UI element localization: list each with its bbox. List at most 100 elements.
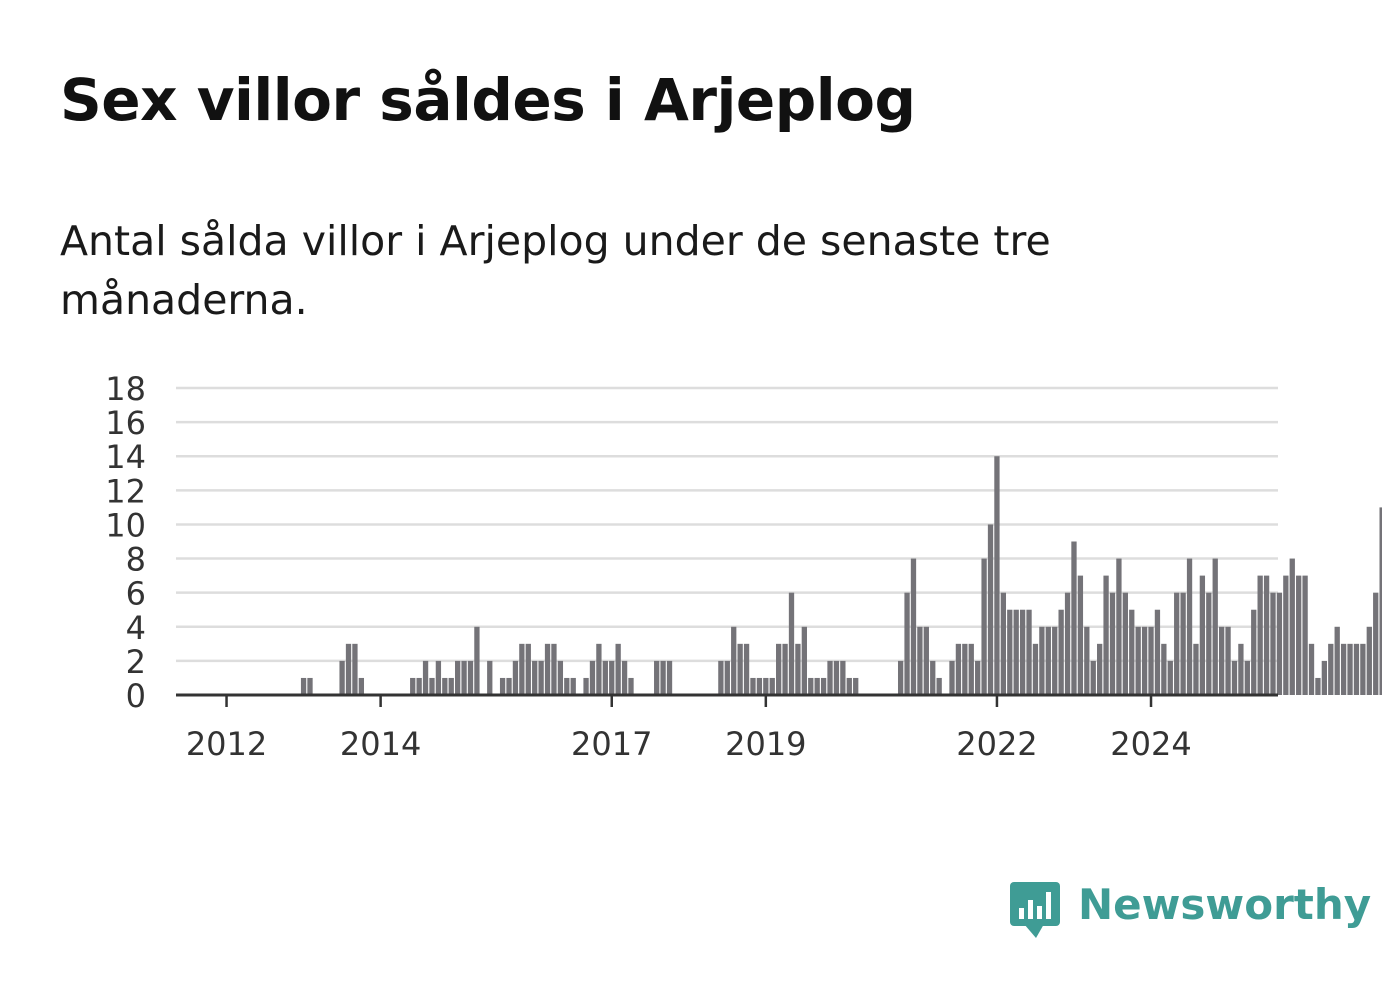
- bar: [788, 592, 795, 695]
- bar: [1154, 609, 1161, 695]
- bar: [525, 643, 531, 695]
- bar: [1302, 575, 1308, 695]
- bar: [1122, 592, 1128, 695]
- bar: [923, 626, 929, 695]
- bar: [307, 677, 313, 695]
- y-tick-label: 10: [105, 506, 146, 544]
- bar: [1212, 558, 1218, 695]
- bar: [570, 677, 576, 695]
- bar: [1315, 677, 1321, 695]
- bar: [1270, 592, 1276, 695]
- y-tick-label: 16: [105, 404, 146, 442]
- bar: [1084, 626, 1090, 695]
- bar: [936, 677, 942, 695]
- bar: [795, 643, 801, 695]
- bar: [422, 660, 429, 695]
- bar: [1058, 609, 1064, 695]
- bar: [557, 660, 564, 695]
- bar: [833, 660, 840, 695]
- newsworthy-brand: Newsworthy: [1010, 878, 1371, 942]
- bar: [1244, 660, 1250, 695]
- bar: [1129, 609, 1135, 695]
- bar: [975, 660, 981, 695]
- bar: [1296, 575, 1302, 695]
- bar: [474, 626, 480, 695]
- bar: [660, 660, 666, 695]
- bar: [994, 456, 1000, 695]
- bar: [917, 626, 923, 695]
- bar: [1225, 626, 1231, 695]
- bar: [1161, 643, 1167, 695]
- bar: [1026, 609, 1032, 695]
- bar: [1013, 609, 1019, 695]
- bar: [358, 677, 365, 695]
- bar: [1321, 660, 1328, 695]
- bar: [596, 643, 602, 695]
- bar: [654, 660, 660, 695]
- bar: [583, 677, 589, 695]
- bar: [820, 677, 827, 695]
- bar: [853, 677, 859, 695]
- bar: [1186, 558, 1193, 695]
- y-tick-label: 0: [126, 677, 146, 715]
- bar: [1167, 660, 1173, 695]
- x-tick-label: 2024: [1110, 725, 1191, 763]
- bar: [1077, 575, 1084, 695]
- bar: [846, 677, 852, 695]
- bar: [930, 660, 936, 695]
- y-tick-label: 14: [105, 438, 146, 476]
- bar: [1174, 592, 1180, 695]
- bar: [1071, 541, 1077, 695]
- bars: [300, 456, 1382, 695]
- bar: [1353, 643, 1360, 695]
- bar: [1193, 643, 1199, 695]
- bar: [968, 643, 974, 695]
- bar: [1276, 592, 1283, 695]
- bar: [1373, 592, 1379, 695]
- bar: [1328, 643, 1334, 695]
- bar: [628, 677, 634, 695]
- bar: [442, 677, 448, 695]
- bar: [756, 677, 763, 695]
- bar: [1019, 609, 1026, 695]
- bar: [718, 660, 724, 695]
- bar: [589, 660, 596, 695]
- bar: [461, 660, 467, 695]
- bar: [499, 677, 506, 695]
- bar: [519, 643, 525, 695]
- bar: [1366, 626, 1372, 695]
- bar: [1103, 575, 1109, 695]
- bar: [1116, 558, 1122, 695]
- bar: [448, 677, 454, 695]
- bar: [609, 660, 615, 695]
- bar: [904, 592, 910, 695]
- bar: [487, 660, 493, 695]
- bar: [769, 677, 775, 695]
- chart-title: Sex villor såldes i Arjeplog: [60, 66, 916, 134]
- brand-name: Newsworthy: [1078, 880, 1372, 929]
- bar: [1218, 626, 1225, 695]
- bar: [955, 643, 962, 695]
- bar: [339, 660, 345, 695]
- bar: [808, 677, 814, 695]
- bar: [506, 677, 512, 695]
- bar: [551, 643, 557, 695]
- bar: [345, 643, 352, 695]
- bar: [782, 643, 788, 695]
- bar: [615, 643, 621, 695]
- bar: [352, 643, 358, 695]
- bar: [814, 677, 820, 695]
- bar: [910, 558, 917, 695]
- bar: [1251, 609, 1257, 695]
- bar: [1289, 558, 1295, 695]
- bar: [1199, 575, 1206, 695]
- bar: [467, 660, 474, 695]
- bar: [1090, 660, 1096, 695]
- bar: [300, 677, 307, 695]
- bar: [962, 643, 968, 695]
- bar: [1039, 626, 1045, 695]
- bar: [1000, 592, 1007, 695]
- x-tick-label: 2022: [956, 725, 1037, 763]
- bar: [750, 677, 756, 695]
